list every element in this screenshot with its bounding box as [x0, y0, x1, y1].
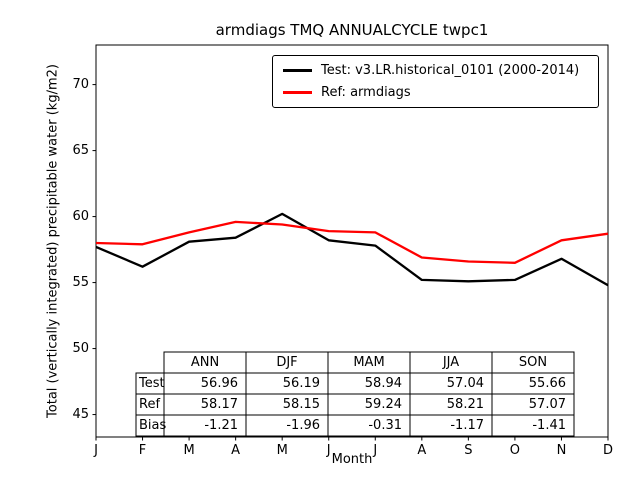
series-line-ref — [95, 220, 609, 264]
table-cell-value: 57.07 — [528, 397, 566, 412]
x-tick-label: F — [138, 443, 147, 458]
table-cell-value: -1.41 — [532, 418, 566, 433]
x-tick-label: J — [373, 443, 378, 458]
table-column-header: MAM — [353, 355, 385, 370]
table-cell-value: 55.66 — [528, 376, 566, 391]
y-tick-label: 60 — [72, 209, 89, 225]
series-line-test — [95, 212, 609, 287]
table-row-label: Ref — [139, 397, 161, 412]
x-tick-label: A — [231, 443, 241, 458]
x-tick-label: M — [276, 443, 288, 458]
table-column-header: SON — [518, 355, 548, 370]
x-axis-label: Month — [331, 452, 373, 467]
x-tick-label: A — [417, 443, 427, 458]
y-tick-label: 70 — [72, 77, 89, 93]
x-tick-label: J — [326, 443, 331, 458]
table-cell-value: -1.21 — [204, 418, 238, 433]
table-cell-value: 59.24 — [364, 397, 402, 412]
table-column-header: JJA — [442, 355, 460, 370]
legend: Test: v3.LR.historical_0101 (2000-2014) … — [272, 55, 599, 108]
table-cell-value: 58.94 — [364, 376, 402, 391]
table-cell-value: 57.04 — [446, 376, 484, 391]
table-cell-value: 58.15 — [282, 397, 320, 412]
table-cell-value: -1.96 — [286, 418, 320, 433]
test-line-swatch — [283, 69, 312, 72]
table-body-frame — [135, 372, 575, 437]
table-row-label: Bias — [139, 418, 167, 433]
axes-frame — [95, 44, 609, 438]
x-tick-label: J — [94, 443, 98, 458]
y-axis-label: Total (vertically integrated) precipitab… — [45, 64, 61, 418]
y-tick-label: 55 — [72, 275, 89, 291]
legend-label-ref: Ref: armdiags — [321, 85, 411, 100]
table-row-label: Test — [139, 376, 165, 391]
ref-line-swatch — [283, 91, 312, 94]
x-tick-label: O — [509, 443, 521, 458]
legend-label-test: Test: v3.LR.historical_0101 (2000-2014) — [321, 63, 580, 78]
chart-title: armdiags TMQ ANNUALCYCLE twpc1 — [215, 21, 489, 39]
y-tick-label: 65 — [72, 143, 89, 159]
x-tick-label: S — [464, 443, 473, 458]
table-cell-value: 58.17 — [200, 397, 238, 412]
x-tick-label: D — [602, 443, 613, 458]
x-tick-label: M — [183, 443, 195, 458]
table-cell-value: -1.17 — [450, 418, 484, 433]
y-tick-label: 45 — [72, 407, 89, 423]
x-tick-label: N — [556, 443, 567, 458]
table-column-header: DJF — [276, 355, 298, 370]
y-tick-label: 50 — [72, 341, 89, 357]
table-cell-value: 56.96 — [200, 376, 238, 391]
table-cell-value: 56.19 — [282, 376, 320, 391]
legend-entry-ref: Ref: armdiags — [283, 85, 588, 100]
legend-entry-test: Test: v3.LR.historical_0101 (2000-2014) — [283, 63, 588, 78]
table-cell-value: -0.31 — [368, 418, 402, 433]
table-cell-value: 58.21 — [446, 397, 484, 412]
table-column-header: ANN — [190, 355, 220, 370]
